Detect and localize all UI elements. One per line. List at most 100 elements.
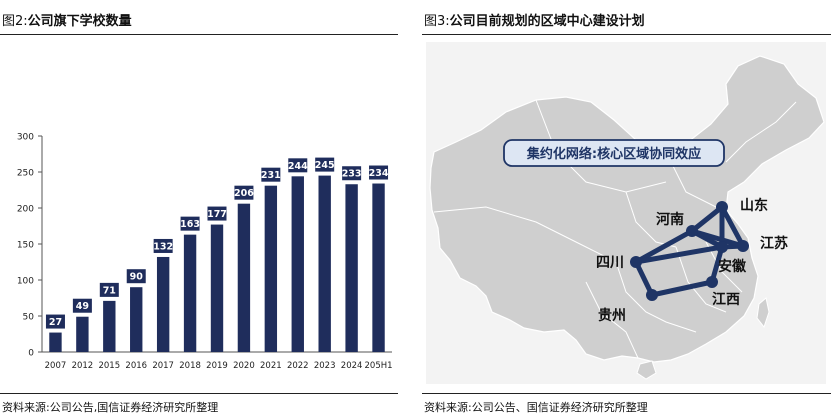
school-count-bar-chart: 0 50 100 150 200 250 300 27 2007 49 2012 71 2015 90 20… [17, 133, 393, 372]
left-source-rule [0, 393, 398, 394]
y-tick-label: 200 [17, 205, 34, 215]
x-tick-label: 2012 [72, 361, 94, 371]
x-tick-label: 2017 [152, 361, 174, 371]
data-label-box [261, 167, 281, 182]
link-henan-shandong [689, 204, 725, 234]
x-tick-label: 2020 [233, 361, 255, 371]
x-tick-label: 2023 [314, 361, 336, 371]
data-label: 49 [76, 301, 89, 312]
link-sichuan-guizhou [633, 259, 655, 298]
y-tick-label: 50 [23, 313, 35, 323]
y-tick-label: 300 [17, 133, 34, 143]
bar-2023 [318, 175, 331, 352]
bar-2022 [291, 176, 304, 352]
left-figure-label: 图2: [2, 14, 28, 29]
data-label-box [72, 298, 92, 313]
data-label: 177 [207, 209, 227, 220]
data-label-box [315, 157, 335, 172]
bar-2015 [103, 300, 116, 352]
bar-2017 [156, 256, 170, 352]
x-tick-label: 2021 [260, 361, 282, 371]
x-tick-label: 2007 [45, 361, 67, 371]
link-guizhou-jiangxi [649, 279, 715, 298]
bar-2016 [130, 287, 143, 352]
x-tick-label: 2022 [287, 361, 309, 371]
data-label-box [153, 238, 173, 253]
data-label-box [234, 185, 254, 200]
right-source-note: 资料来源:公司公告、国信证券经济研究所整理 [424, 401, 648, 414]
data-label-box [45, 314, 65, 329]
data-label-box [126, 269, 146, 284]
right-title-rule [422, 34, 831, 35]
y-tick-label: 150 [17, 241, 34, 251]
left-source-note: 资料来源:公司公告,国信证券经济研究所整理 [2, 401, 219, 414]
right-figure-panel: 图3:公司目前规划的区域中心建设计划 集约化网络:核心 [422, 0, 831, 417]
label-anhui: 安徽 [718, 258, 747, 275]
data-label: 231 [261, 170, 281, 181]
right-figure-title: 图3:公司目前规划的区域中心建设计划 [424, 10, 645, 29]
label-sichuan: 四川 [596, 255, 624, 271]
data-label: 132 [153, 241, 173, 252]
data-label: 90 [130, 272, 144, 283]
y-tick-label: 0 [28, 349, 34, 359]
label-jiangsu: 江苏 [760, 235, 788, 252]
data-label-box [369, 165, 389, 180]
right-figure-title-text: 公司目前规划的区域中心建设计划 [449, 14, 645, 29]
y-tick-label: 100 [17, 277, 34, 287]
bar-2012 [76, 316, 89, 352]
province-labels: 河南 山东 江苏 安徽 四川 江西 贵州 [596, 197, 788, 324]
label-shandong: 山东 [740, 197, 768, 214]
link-sichuan-anhui [633, 244, 725, 265]
data-label: 244 [288, 161, 308, 172]
label-henan: 河南 [656, 211, 684, 228]
china-map-svg: 集约化网络:核心区域协同效应 [429, 55, 825, 380]
label-guizhou: 贵州 [598, 307, 626, 324]
bar-2020 [237, 203, 251, 352]
node-anhui [716, 241, 728, 253]
link-henan-jiangsu [689, 228, 746, 249]
bar-2021 [264, 185, 278, 352]
data-label-box [288, 158, 308, 173]
bar-2024 [345, 184, 358, 352]
province-borders [433, 99, 797, 359]
data-label: 233 [342, 169, 362, 180]
right-figure-label: 图3: [424, 14, 450, 29]
node-shandong [716, 201, 728, 213]
data-label-box [342, 166, 362, 181]
link-sichuan-henan [633, 228, 695, 265]
hainan-shape [636, 360, 657, 380]
x-tick-label: 2015 [98, 361, 120, 371]
data-label-box [180, 216, 200, 231]
y-tick-label: 250 [17, 169, 34, 179]
left-figure-title: 图2:公司旗下学校数量 [2, 10, 132, 29]
data-label-box [99, 282, 119, 297]
data-label: 163 [180, 219, 200, 230]
left-title-rule [0, 34, 398, 35]
node-jiangsu [737, 240, 749, 252]
node-sichuan [630, 256, 642, 268]
synergy-banner-box [503, 139, 725, 167]
bar-2019 [210, 224, 224, 352]
bar-205H1 [372, 183, 385, 352]
data-label: 206 [234, 188, 254, 199]
label-jiangxi: 江西 [712, 291, 740, 308]
x-tick-label: 2016 [125, 361, 147, 371]
left-figure-panel: 图2:公司旗下学校数量 0 50 100 150 200 250 300 27 2007 49 20… [0, 0, 398, 417]
taiwan-shape [756, 297, 770, 329]
regional-center-map: 集约化网络:核心区域协同效应 [426, 42, 826, 384]
network-nodes [630, 201, 749, 301]
bar-2018 [183, 234, 197, 352]
link-shandong-jiangsu [719, 204, 746, 249]
x-tick-label: 2019 [206, 361, 228, 371]
data-label-box [207, 206, 227, 221]
bar-2007 [49, 332, 62, 352]
data-label: 27 [49, 317, 62, 328]
node-guizhou [646, 289, 658, 301]
data-label: 71 [103, 285, 116, 296]
data-label: 234 [369, 168, 389, 179]
left-figure-title-text: 公司旗下学校数量 [27, 14, 132, 29]
right-source-rule [422, 393, 831, 394]
synergy-banner-text: 集约化网络:核心区域协同效应 [526, 146, 701, 162]
x-tick-label: 2018 [179, 361, 201, 371]
x-tick-label: 205H1 [365, 361, 393, 371]
